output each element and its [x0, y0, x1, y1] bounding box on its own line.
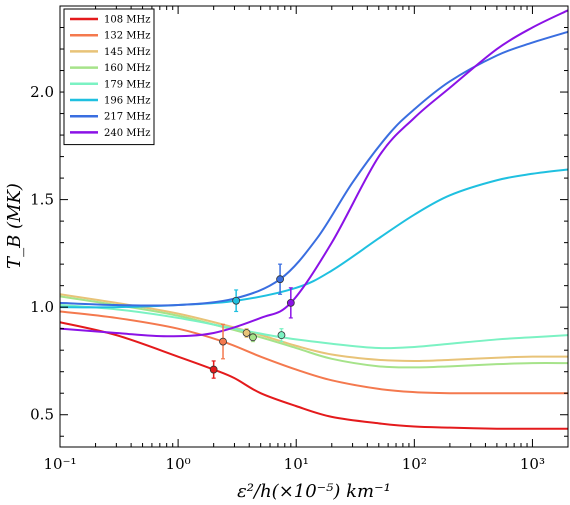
data-point-145-mhz [242, 329, 251, 337]
series-line-145-mhz [59, 293, 569, 362]
legend-label: 160 MHz [104, 63, 151, 74]
legend-label: 132 MHz [104, 31, 151, 42]
legend-label: 179 MHz [104, 79, 151, 90]
y-tick-label: 2.0 [30, 83, 54, 101]
series-line-240-mhz [59, 9, 569, 338]
x-tick-label: 10⁰ [166, 455, 191, 473]
x-tick-label: 10⁻¹ [43, 455, 76, 473]
x-axis-label: ε²/h(×10⁻⁵) km⁻¹ [237, 481, 391, 502]
series-layer [59, 9, 569, 430]
y-axis-label: T_B (MK) [4, 183, 25, 269]
data-point-179-mhz [277, 331, 286, 340]
data-point-132-mhz [219, 337, 227, 346]
data-point-240-mhz [286, 298, 295, 307]
plot-frame [59, 5, 569, 448]
x-tick-label: 10² [402, 455, 427, 473]
data-point-160-mhz [249, 333, 257, 342]
series-line-179-mhz [59, 304, 569, 350]
y-tick-label: 1.0 [30, 298, 54, 316]
y-tick-label: 0.5 [30, 406, 54, 424]
legend-label: 217 MHz [104, 112, 151, 123]
x-tick-label: 10¹ [284, 455, 309, 473]
legend: 108 MHz 132 MHz 145 MHz 160 MHz 179 MHz 196 M… [63, 8, 155, 146]
y-tick-label: 1.5 [30, 191, 54, 209]
legend-label: 196 MHz [104, 96, 151, 107]
series-line-160-mhz [59, 295, 569, 369]
data-point-217-mhz [276, 275, 284, 284]
legend-label: 108 MHz [104, 15, 151, 26]
series-line-108-mhz [59, 321, 568, 430]
legend-label: 240 MHz [104, 128, 151, 139]
x-tick-label: 10³ [520, 455, 545, 473]
series-line-217-mhz [59, 30, 569, 307]
tick-layer: 10⁻¹ 10⁰ 10¹ 10² 10³ 0.5 1.0 1.5 2.0 [30, 6, 568, 473]
legend-box [63, 8, 155, 146]
series-line-132-mhz [59, 310, 568, 395]
legend-label: 145 MHz [104, 47, 151, 58]
data-point-196-mhz [232, 296, 241, 305]
data-point-108-mhz [209, 365, 218, 374]
